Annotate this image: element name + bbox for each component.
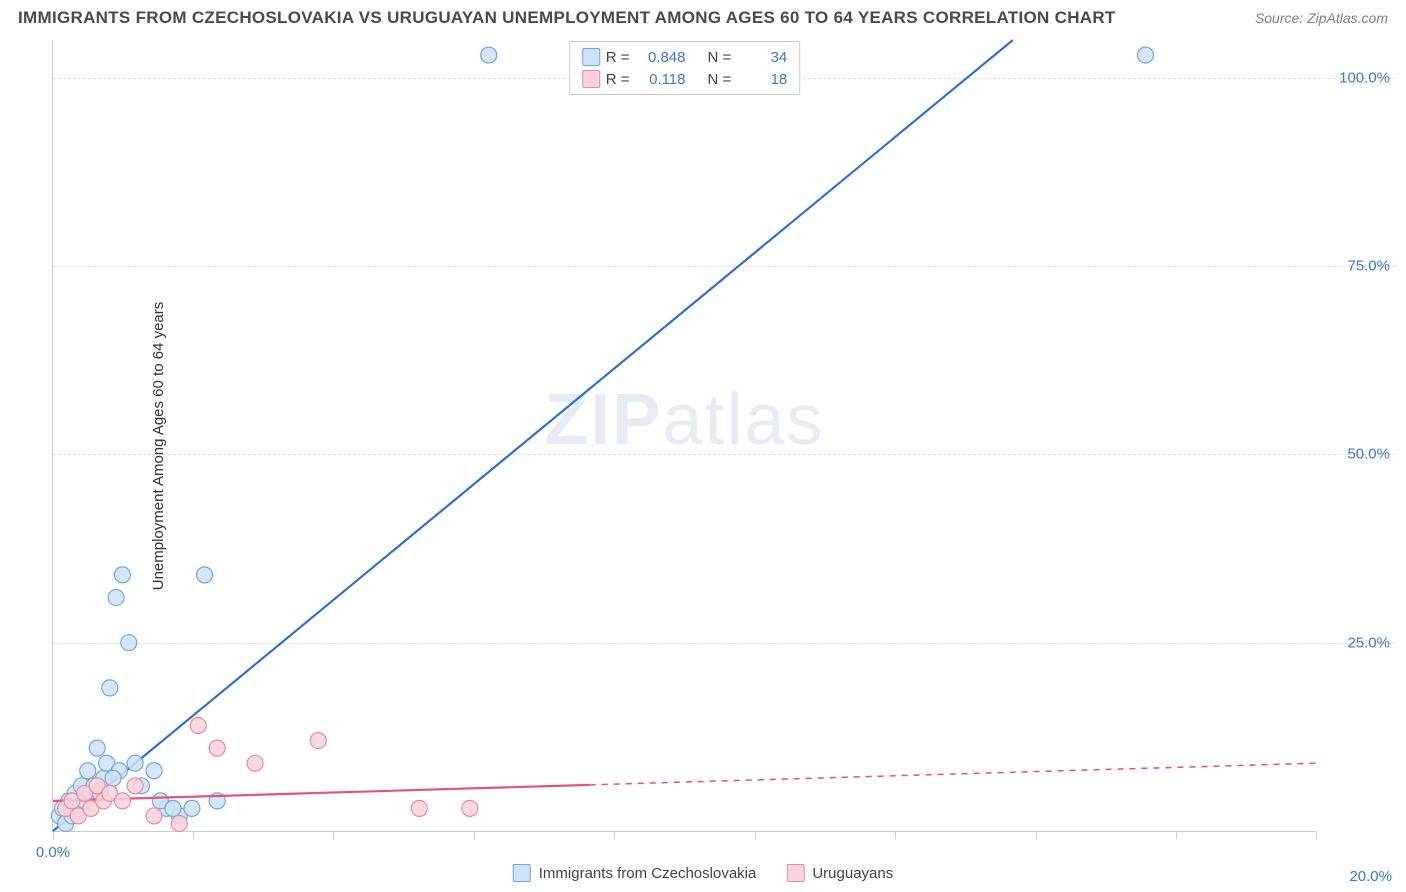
data-point-czech [89,740,105,756]
data-point-czech [108,589,124,605]
data-point-czech [80,763,96,779]
y-tick-label: 75.0% [1347,258,1390,275]
legend-stats: R = 0.848 N = 34 R = 0.118 N = 18 [569,41,801,95]
swatch-uruguay [582,70,600,88]
x-tick [53,831,54,839]
x-tick-label: 0.0% [36,844,70,861]
data-point-czech [146,763,162,779]
data-point-uruguay [310,733,326,749]
series-name-uruguay: Uruguayans [812,865,893,882]
swatch-czech [582,48,600,66]
data-point-uruguay [127,778,143,794]
data-point-czech [165,800,181,816]
data-point-czech [481,47,497,63]
data-point-uruguay [209,740,225,756]
x-tick [193,831,194,839]
swatch-czech [513,864,531,882]
legend-stats-row-czech: R = 0.848 N = 34 [582,46,788,68]
source-prefix: Source: [1255,10,1307,26]
r-label: R = [606,71,630,88]
data-point-uruguay [462,800,478,816]
r-value-czech: 0.848 [636,49,686,66]
scatter-svg [53,40,1316,831]
legend-series: Immigrants from Czechoslovakia Uruguayan… [513,864,893,882]
legend-stats-row-uruguay: R = 0.118 N = 18 [582,68,788,90]
data-point-czech [184,800,200,816]
source-site: ZipAtlas.com [1307,10,1388,26]
n-value-czech: 34 [737,49,787,66]
data-point-uruguay [190,718,206,734]
y-tick-label: 25.0% [1347,634,1390,651]
data-point-uruguay [247,755,263,771]
data-point-czech [121,635,137,651]
data-point-uruguay [411,800,427,816]
y-tick-label: 50.0% [1347,446,1390,463]
trend-line-dashed-uruguay [590,763,1316,785]
source-attribution: Source: ZipAtlas.com [1255,10,1388,26]
data-point-czech [114,567,130,583]
data-point-czech [105,770,121,786]
x-tick [474,831,475,839]
y-tick-label: 100.0% [1339,69,1390,86]
swatch-uruguay [786,864,804,882]
n-label: N = [708,49,732,66]
data-point-czech [127,755,143,771]
legend-item-czech: Immigrants from Czechoslovakia [513,864,757,882]
r-label: R = [606,49,630,66]
data-point-czech [1137,47,1153,63]
series-name-czech: Immigrants from Czechoslovakia [539,865,757,882]
legend-item-uruguay: Uruguayans [786,864,893,882]
data-point-uruguay [146,808,162,824]
x-tick [755,831,756,839]
x-tick [1176,831,1177,839]
chart-title: IMMIGRANTS FROM CZECHOSLOVAKIA VS URUGUA… [18,8,1116,28]
r-value-uruguay: 0.118 [636,71,686,88]
data-point-uruguay [114,793,130,809]
x-tick [333,831,334,839]
data-point-uruguay [171,815,187,831]
n-value-uruguay: 18 [737,71,787,88]
n-label: N = [708,71,732,88]
plot-area: 25.0%50.0%75.0%100.0% 0.0% ZIPatlas R = … [52,40,1316,832]
x-tick [895,831,896,839]
x-tick [1036,831,1037,839]
trend-line-czech [53,40,1013,831]
x-tick [614,831,615,839]
x-tick [1316,831,1317,839]
data-point-czech [102,680,118,696]
data-point-czech [197,567,213,583]
x-axis-max-label: 20.0% [1349,868,1392,885]
